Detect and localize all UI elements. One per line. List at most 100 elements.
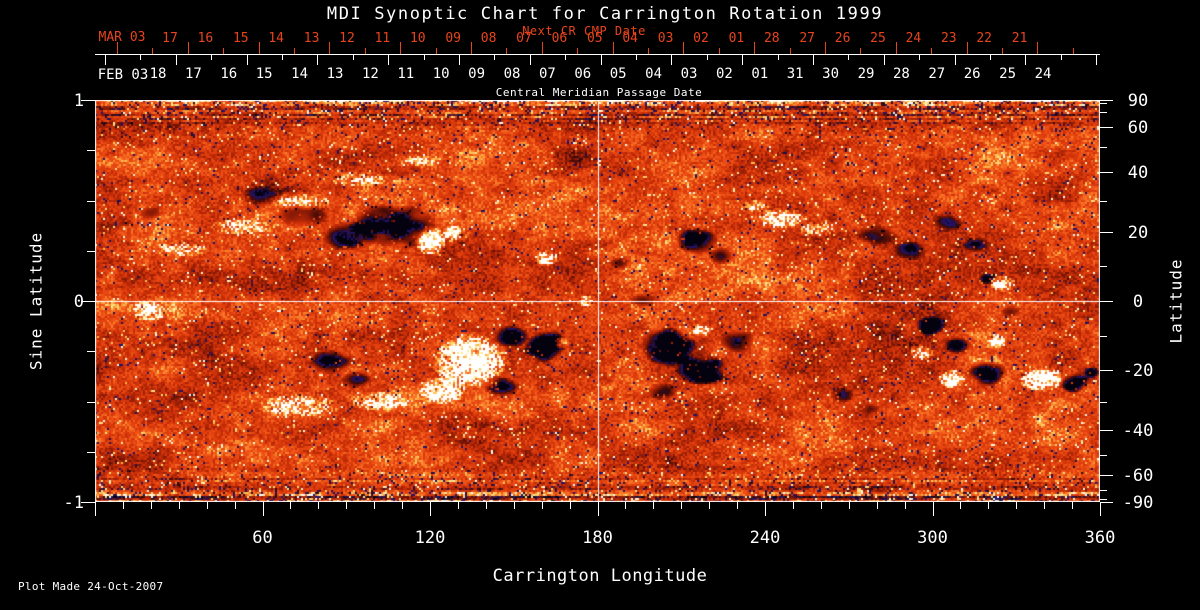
- x-axis-tick: [262, 502, 264, 516]
- cmp-date-label: 28: [892, 66, 910, 82]
- x-axis-tick: [206, 502, 208, 509]
- next-cr-date-label: 03: [657, 31, 674, 46]
- next-cr-tick: [187, 42, 189, 54]
- x-axis-tick-label: 300: [917, 528, 948, 548]
- right-axis-minor-tick: [1100, 455, 1107, 456]
- cmp-date-label: 10: [432, 66, 450, 82]
- left-axis-minor-tick: [87, 250, 95, 252]
- x-axis-tick: [541, 502, 543, 509]
- x-axis-tick: [960, 502, 962, 509]
- cmp-date-label: 04: [645, 66, 663, 82]
- right-axis-major-tick: [1100, 475, 1113, 477]
- x-axis-tick-label: 240: [749, 528, 781, 548]
- cmp-tick: [1096, 55, 1098, 65]
- next-cr-tick: [789, 48, 791, 54]
- right-axis-major-tick: [1100, 369, 1113, 371]
- cmp-date-label: 01: [751, 66, 769, 82]
- cmp-date-label: 12: [361, 66, 379, 82]
- next-cr-tick: [754, 42, 756, 54]
- next-cr-tick: [293, 48, 295, 54]
- next-cr-tick: [966, 42, 968, 54]
- cmp-tick: [919, 55, 921, 60]
- x-axis-tick: [290, 502, 292, 509]
- cmp-date-label: 08: [503, 66, 521, 82]
- cmp-date-label: 02: [715, 66, 733, 82]
- right-axis-minor-tick: [1100, 147, 1107, 148]
- cmp-tick: [104, 55, 106, 65]
- cmp-date-label: 24: [1034, 66, 1052, 82]
- x-axis-tick: [122, 502, 124, 509]
- cmp-tick: [848, 55, 850, 60]
- cmp-tick: [1025, 55, 1027, 65]
- next-cr-tick: [400, 42, 402, 54]
- right-axis-tick-label: -40: [1122, 421, 1154, 442]
- next-cr-month-label: MAR 03: [98, 30, 146, 45]
- next-cr-tick: [895, 42, 897, 54]
- next-cr-tick: [364, 48, 366, 54]
- cmp-date-label: 26: [963, 66, 981, 82]
- cmp-date-label: 06: [574, 66, 592, 82]
- cmp-tick: [281, 55, 283, 60]
- next-cr-date-label: 25: [870, 31, 886, 46]
- next-cr-date-label: 28: [763, 31, 780, 46]
- cmp-tick: [246, 55, 248, 65]
- cmp-date-label: 13: [326, 66, 344, 82]
- next-cr-date-label: 15: [232, 31, 249, 46]
- chart-title: MDI Synoptic Chart for Carrington Rotati…: [326, 4, 884, 24]
- next-cr-date-label: 08: [480, 31, 497, 46]
- next-cr-date-label: 09: [445, 31, 462, 46]
- cmp-tick: [565, 55, 567, 60]
- left-axis-major-tick: [81, 502, 95, 503]
- next-cr-tick: [1037, 42, 1039, 54]
- left-axis-minor-tick: [87, 451, 95, 453]
- next-cr-date-label: 12: [339, 31, 355, 46]
- next-cr-tick: [1072, 48, 1074, 54]
- cmp-tick: [706, 55, 708, 60]
- cmp-tick: [352, 55, 354, 60]
- cmp-tick: [529, 55, 531, 65]
- right-axis-major-tick: [1100, 126, 1113, 128]
- next-cr-tick: [683, 42, 685, 54]
- cmp-tick: [671, 55, 673, 65]
- next-cr-date-label: 14: [268, 31, 285, 46]
- next-cr-date-label: 10: [409, 31, 426, 46]
- x-axis-tick: [374, 502, 376, 509]
- x-axis-tick: [346, 502, 348, 509]
- cmp-date-label: 14: [291, 66, 309, 82]
- x-axis-tick: [709, 502, 711, 509]
- x-axis-tick: [904, 502, 906, 509]
- x-axis-tick: [848, 502, 850, 509]
- x-axis-tick: [485, 502, 487, 509]
- next-cr-tick: [329, 42, 331, 54]
- left-axis-minor-tick: [87, 401, 95, 403]
- cmp-tick: [494, 55, 496, 60]
- cmp-tick: [883, 55, 885, 65]
- right-axis-minor-tick: [1100, 200, 1107, 202]
- cmp-month-label: FEB 03: [97, 67, 149, 83]
- next-cr-tick: [435, 48, 437, 54]
- cmp-tick: [742, 55, 744, 65]
- x-axis-title: Carrington Longitude: [492, 566, 708, 586]
- cmp-tick: [635, 55, 637, 60]
- right-axis-minor-tick: [1100, 498, 1107, 500]
- next-cr-date-label: 13: [303, 31, 320, 46]
- x-axis-tick: [988, 502, 990, 509]
- cmp-date-label: 17: [184, 66, 202, 82]
- right-axis-major-tick: [1100, 171, 1113, 173]
- left-axis-tick-label: -1: [63, 493, 84, 513]
- x-axis-tick: [234, 502, 236, 509]
- left-axis-tick-label: 1: [73, 91, 84, 111]
- x-axis-tick: [402, 502, 404, 509]
- cmp-date-label: 30: [822, 66, 840, 82]
- cmp-date-label: 27: [928, 66, 946, 82]
- x-axis-tick: [95, 502, 96, 516]
- next-cr-date-label: 16: [197, 31, 214, 46]
- next-cr-tick: [116, 42, 118, 54]
- next-cr-tick: [647, 48, 649, 54]
- x-axis-tick-label: 60: [252, 528, 273, 548]
- right-axis-tick-label: 20: [1127, 223, 1149, 244]
- next-cr-tick: [612, 42, 614, 54]
- x-axis-tick: [876, 502, 878, 509]
- cmp-date-label: 15: [255, 66, 273, 82]
